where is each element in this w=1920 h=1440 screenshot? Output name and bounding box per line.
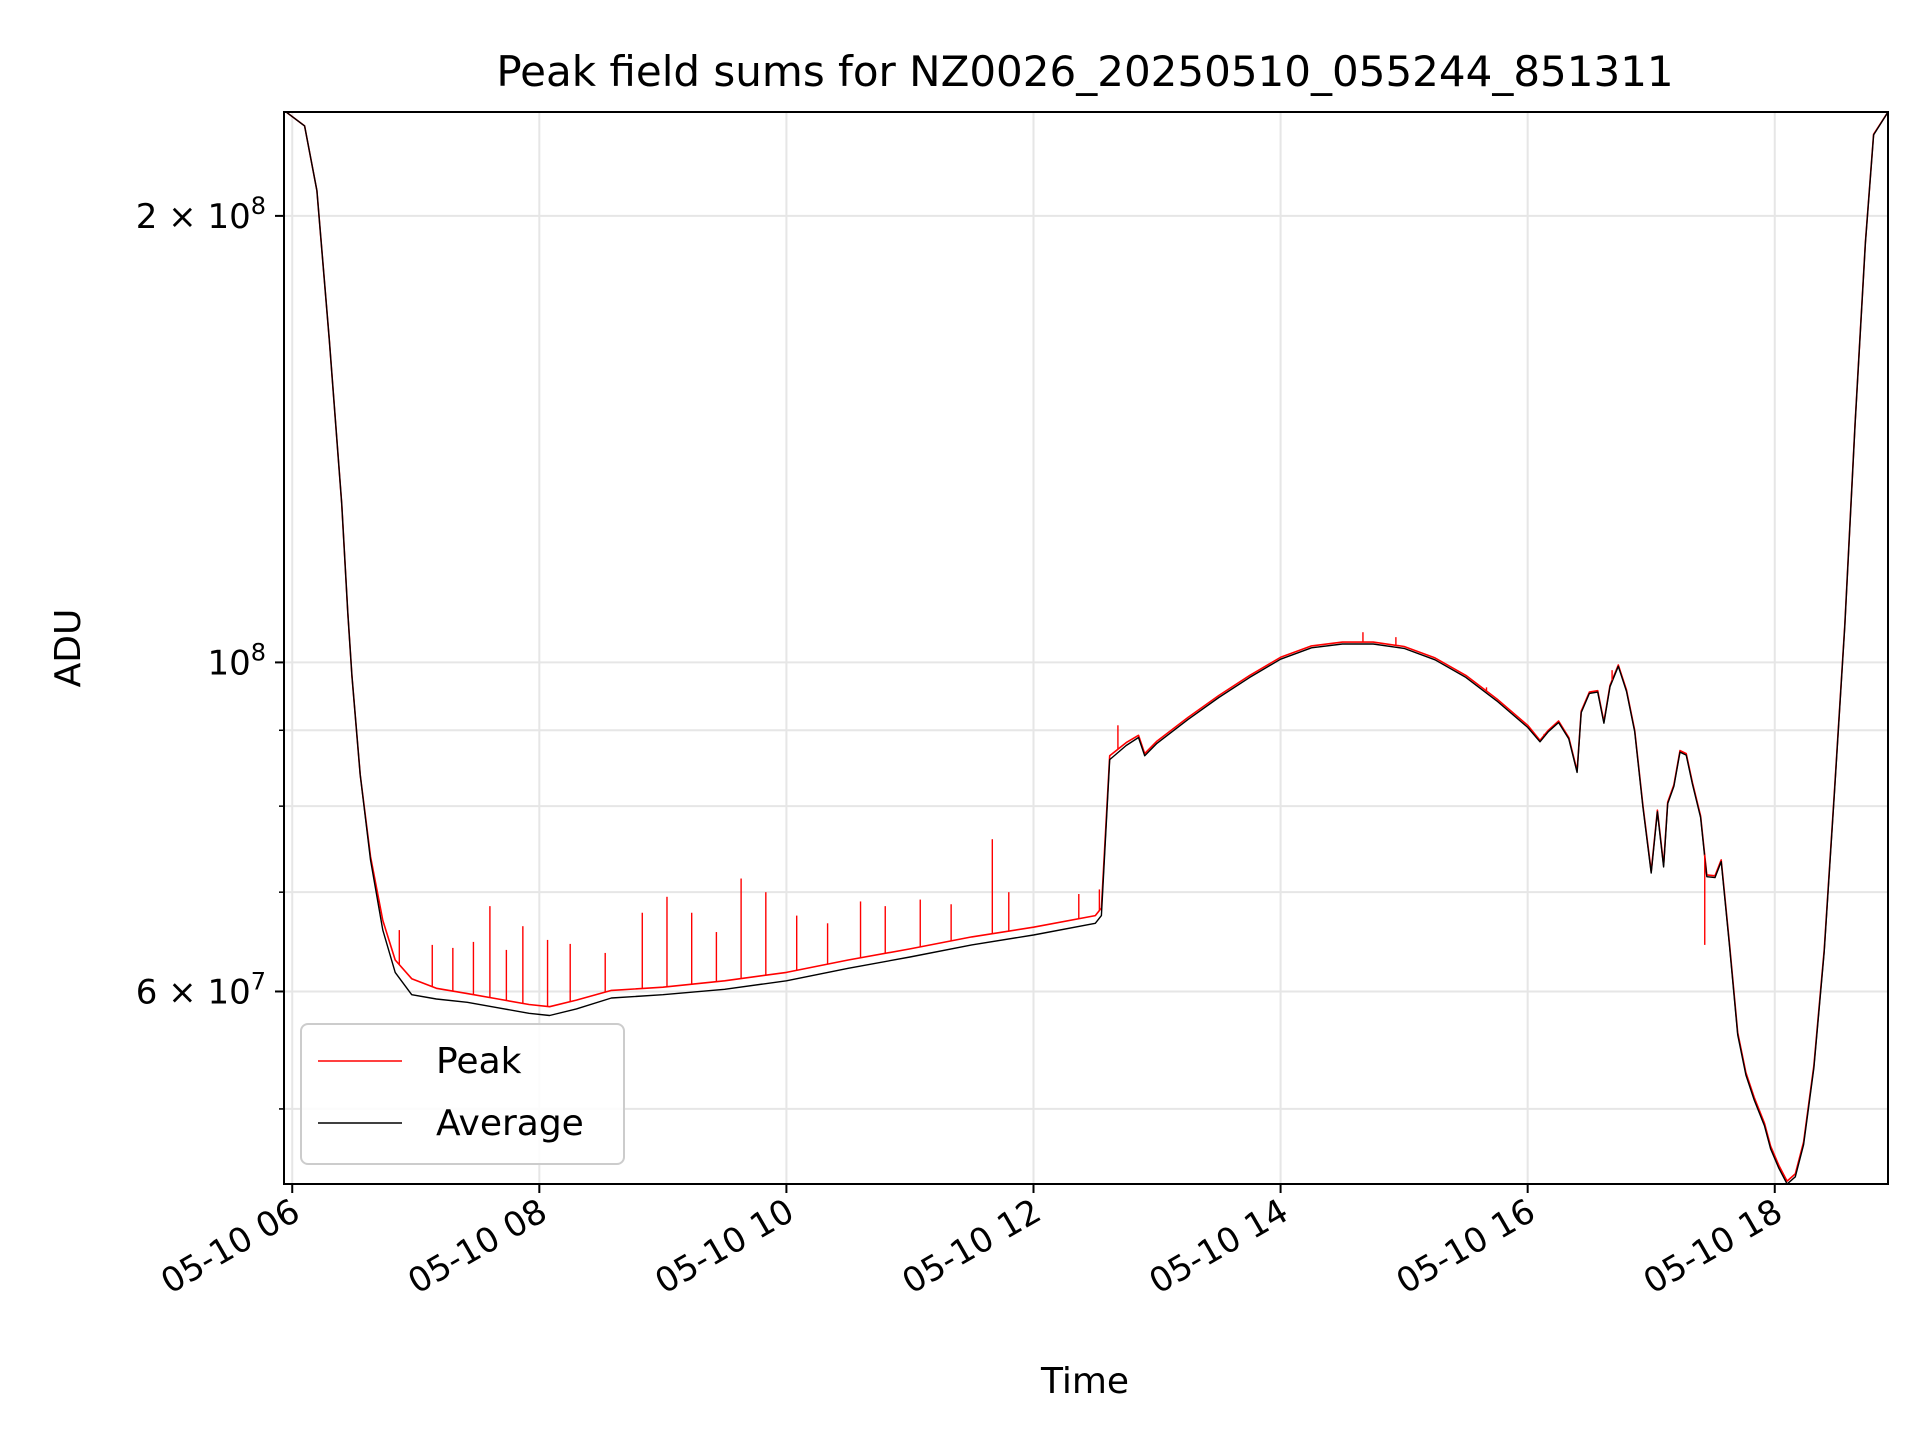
grid: [284, 112, 1888, 1184]
y-tick-label: 6 × 107: [136, 967, 266, 1012]
legend-average-label: Average: [436, 1103, 584, 1144]
plot-frame: [283, 111, 1889, 1185]
legend-box: [300, 1023, 625, 1165]
y-tick-label: 2 × 108: [136, 192, 266, 237]
series-line-average: [285, 112, 1888, 1184]
series-layer: [285, 112, 1888, 1184]
series-line-peak: [285, 112, 1888, 1182]
chart-title: Peak field sums for NZ0026_20250510_0552…: [496, 47, 1673, 96]
y-axis-ticks: 6 × 107 108 2 × 108: [136, 192, 284, 1110]
legend: Peak Average: [300, 1023, 625, 1165]
x-axis-label: Time: [1040, 1361, 1129, 1402]
legend-peak-label: Peak: [436, 1041, 522, 1082]
y-axis-label: ADU: [48, 609, 89, 688]
y-tick-label: 108: [207, 638, 266, 683]
